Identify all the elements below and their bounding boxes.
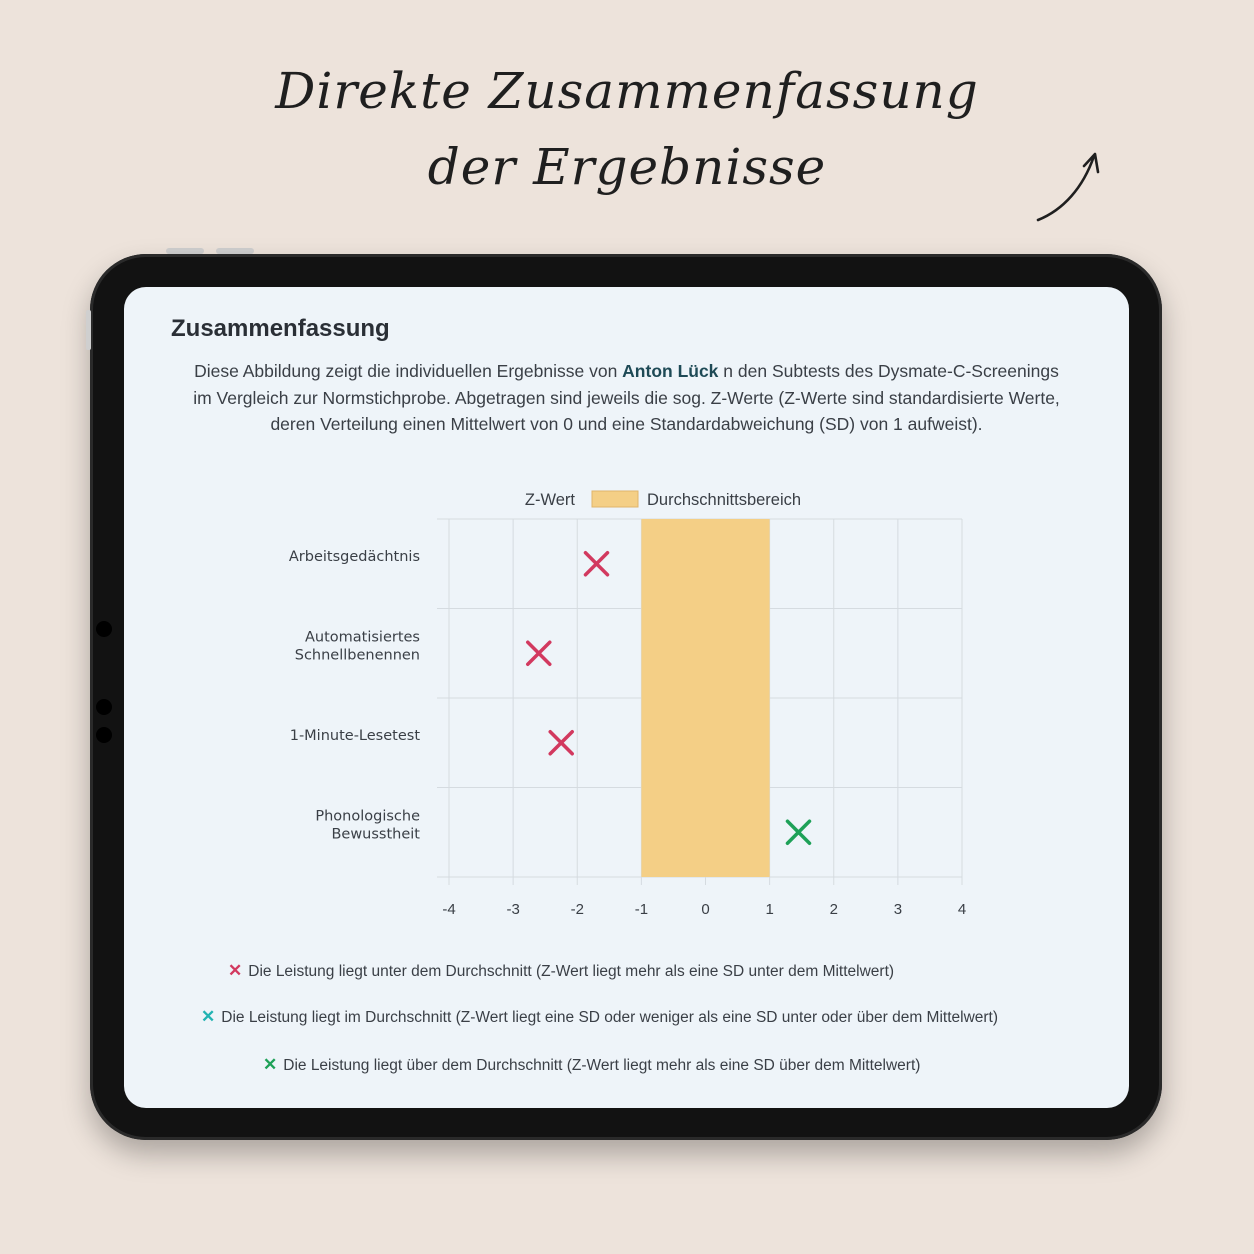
x-tick-label: 2	[830, 901, 838, 918]
desc-text: Diese Abbildung zeigt die individuellen …	[194, 361, 623, 381]
arrow-up-right-icon	[1036, 152, 1100, 222]
tablet-screen: Zusammenfassung Diese Abbildung zeigt di…	[124, 287, 1129, 1108]
volume-button	[216, 248, 254, 254]
legend-swatch	[591, 490, 639, 508]
category-label: Schnellbenennen	[295, 647, 420, 663]
data-point-cross-icon	[785, 819, 812, 845]
x-tick-label: 3	[894, 901, 902, 918]
report-title: Zusammenfassung	[171, 315, 390, 342]
x-tick-label: 0	[701, 901, 709, 918]
x-tick-label: -2	[571, 901, 584, 918]
desc-text: im Vergleich zur Normstichprobe. Abgetra…	[193, 387, 1060, 408]
x-tick-label: -1	[635, 901, 648, 918]
category-label: Arbeitsgedächtnis	[289, 549, 420, 565]
x-tick-label: 4	[958, 901, 966, 918]
category-label: Automatisiertes	[305, 629, 420, 645]
category-label: Phonologische	[315, 808, 420, 824]
legend-note-text: Die Leistung liegt unter dem Durchschnit…	[248, 963, 895, 980]
legend-z-wert: Z-Wert	[525, 491, 576, 509]
legend-note-text: Die Leistung liegt über dem Durchschnitt…	[283, 1057, 921, 1074]
x-tick-label: -3	[506, 901, 519, 918]
category-label: Bewusstheit	[331, 826, 420, 842]
camera-icon	[96, 699, 112, 715]
x-tick-label: -4	[442, 901, 455, 918]
report-description: Diese Abbildung zeigt die individuellen …	[164, 358, 1089, 438]
legend-note-text: Die Leistung liegt im Durchschnitt (Z-We…	[221, 1009, 999, 1026]
student-name: Anton Lück	[622, 361, 719, 381]
desc-text: deren Verteilung einen Mittelwert von 0 …	[270, 414, 983, 434]
cross-icon: ✕	[228, 961, 243, 980]
cross-icon: ✕	[201, 1007, 216, 1026]
data-point-cross-icon	[548, 730, 574, 756]
headline-line-1: Direkte Zusammenfassung	[275, 62, 979, 120]
power-button	[86, 310, 91, 350]
legend-note-below: ✕ Die Leistung liegt unter dem Durchschni…	[228, 961, 894, 981]
volume-button	[166, 248, 204, 254]
z-score-chart: -4 -3 -2 -1 0 1 2 3 4 Arbeitsgedächtnis Automatisi…	[289, 490, 966, 918]
category-label: 1-Minute-Lesetest	[290, 728, 421, 744]
legend-note-average: ✕ Die Leistung liegt im Durchschnitt (Z-W…	[201, 1007, 998, 1027]
average-band	[641, 519, 770, 877]
cross-icon: ✕	[263, 1055, 278, 1074]
headline-line-2: der Ergebnisse	[427, 138, 827, 196]
camera-icon	[96, 727, 112, 743]
legend-durchschnittsbereich: Durchschnittsbereich	[647, 491, 801, 509]
data-point-cross-icon	[583, 551, 610, 577]
x-tick-label: 1	[765, 901, 773, 918]
data-point-cross-icon	[526, 640, 552, 666]
camera-icon	[96, 621, 112, 637]
legend-note-above: ✕ Die Leistung liegt über dem Durchschnit…	[263, 1055, 920, 1075]
desc-text: n den Subtests des Dysmate-C-Screenings	[718, 361, 1059, 381]
